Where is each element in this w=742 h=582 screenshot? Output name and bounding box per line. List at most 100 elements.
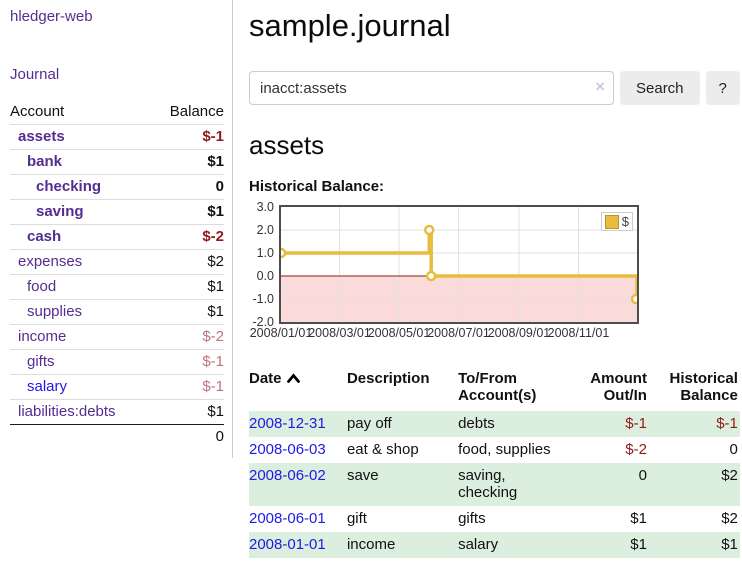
page-title: sample.journal <box>249 8 451 43</box>
search-button[interactable]: Search <box>620 71 700 105</box>
accounts-header-account: Account <box>10 103 65 120</box>
account-link[interactable]: assets <box>18 128 65 145</box>
sidebar: hledger-web Journal Account Balance asse… <box>0 0 233 458</box>
chart-plot-wrap: $ 2008/01/01 2008/03/01 2008/05/01 2008/07/… <box>250 205 639 344</box>
account-link[interactable]: income <box>18 328 67 345</box>
search-input[interactable] <box>249 71 614 105</box>
account-row: gifts $-1 <box>10 349 224 375</box>
search-bar: × Search ? <box>249 71 740 105</box>
account-balance: $-2 <box>202 328 224 345</box>
register-amount: $1 <box>563 532 649 558</box>
register-date: 2008-01-01 <box>249 532 347 558</box>
register-tofrom: gifts <box>458 510 486 527</box>
register-amount: 0 <box>563 463 649 506</box>
account-link[interactable]: cash <box>27 228 62 245</box>
account-balance: $-2 <box>202 228 224 245</box>
register-description: income <box>346 532 459 558</box>
legend-swatch-icon <box>604 214 619 229</box>
register-amount: $1 <box>630 510 647 527</box>
account-link[interactable]: gifts <box>27 353 55 370</box>
account-row: income $-2 <box>10 324 224 350</box>
register-balance: 0 <box>729 441 738 458</box>
transaction-date-link[interactable]: 2008-06-02 <box>249 467 326 484</box>
account-balance: $1 <box>207 203 224 220</box>
register-description: eat & shop <box>346 441 419 458</box>
account-link[interactable]: bank <box>27 153 63 170</box>
account-row: assets $-1 <box>10 124 224 150</box>
x-tick-label: 2008/07/01 <box>427 326 490 340</box>
account-row: saving $1 <box>10 199 224 225</box>
accounts-total-row: 0 <box>10 424 224 450</box>
account-link[interactable]: salary <box>27 378 68 395</box>
chart-x-axis: 2008/01/01 2008/03/01 2008/05/01 2008/07/01… <box>250 326 639 344</box>
account-link[interactable]: saving <box>36 203 84 220</box>
historical-balance-chart: 3.0 2.0 1.0 0.0 -1.0 -2.0 $ 2008/01/01 2008/03… <box>249 200 740 344</box>
account-balance: $1 <box>207 153 224 170</box>
chart-y-axis: 3.0 2.0 1.0 0.0 -1.0 -2.0 <box>249 200 279 344</box>
legend-label: $ <box>621 214 629 229</box>
account-balance: $2 <box>207 253 224 270</box>
register-balance: $-1 <box>648 411 740 437</box>
accounts-header-row: Account Balance <box>10 100 224 125</box>
register-header-description: Description <box>346 370 430 387</box>
register-header-tofrom: To/From Account(s) <box>458 370 537 404</box>
account-balance: $1 <box>207 303 224 320</box>
register-balance: $2 <box>648 463 740 506</box>
register-amount: $-2 <box>625 441 647 458</box>
account-row: salary $-1 <box>10 374 224 400</box>
account-row: liabilities:debts $1 <box>10 399 224 425</box>
account-row: checking 0 <box>10 174 224 200</box>
register-row: 2008-01-01 income salary $1 $1 <box>249 532 740 558</box>
register-date: 2008-12-31 <box>249 411 347 437</box>
register-tofrom: salary <box>458 532 564 558</box>
register-header-date[interactable]: Date <box>249 368 347 411</box>
transaction-date-link[interactable]: 2008-01-01 <box>249 536 326 553</box>
accounts-table: Account Balance assets $-1 bank $1 checking 0… <box>10 100 224 449</box>
clear-search-icon[interactable]: × <box>595 77 605 96</box>
account-link[interactable]: expenses <box>18 253 83 270</box>
nav-journal-link[interactable]: Journal <box>10 66 60 83</box>
register-tofrom: saving, checking <box>458 463 564 506</box>
register-row: 2008-06-02 save saving, checking 0 $2 <box>249 463 740 506</box>
register-row: 2008-06-01 gift gifts $1 $2 <box>249 506 740 532</box>
register-table: Date Description To/From Account(s) Amou… <box>249 368 740 558</box>
register-tofrom: food, supplies <box>458 441 551 458</box>
y-tick-label: 0.0 <box>256 269 274 283</box>
account-link[interactable]: food <box>27 278 57 295</box>
chart-plot-area: $ <box>279 205 639 324</box>
register-description: save <box>346 463 459 506</box>
account-balance: $-1 <box>202 353 224 370</box>
x-tick-label: 2008/11/01 <box>547 326 610 340</box>
chart-title: Historical Balance: <box>249 178 385 195</box>
register-description: pay off <box>346 411 459 437</box>
register-header-date-label: Date <box>249 370 282 387</box>
y-tick-label: -2.0 <box>252 315 274 329</box>
accounts-total-value: 0 <box>215 428 224 445</box>
account-row: bank $1 <box>10 149 224 175</box>
y-tick-label: 1.0 <box>256 246 274 260</box>
register-description: gift <box>346 510 367 527</box>
x-tick-label: 2008/05/01 <box>367 326 431 340</box>
app-brand-link[interactable]: hledger-web <box>10 8 93 25</box>
account-link[interactable]: supplies <box>27 303 83 320</box>
search-box: × <box>249 71 614 105</box>
y-tick-label: -1.0 <box>252 292 274 306</box>
account-link[interactable]: liabilities:debts <box>18 403 116 420</box>
register-amount: $-1 <box>563 411 649 437</box>
transaction-date-link[interactable]: 2008-12-31 <box>249 415 326 432</box>
x-tick-label: 2008/01/01 <box>249 326 313 340</box>
page: hledger-web Journal Account Balance asse… <box>0 0 742 558</box>
register-header-row: Date Description To/From Account(s) Amou… <box>249 368 740 411</box>
account-row: supplies $1 <box>10 299 224 325</box>
account-balance: $1 <box>207 278 224 295</box>
register-date: 2008-06-02 <box>249 463 347 506</box>
accounts-header-balance: Balance <box>169 103 224 120</box>
chart-canvas <box>281 207 637 322</box>
register-header-amount: Amount Out/In <box>590 370 647 404</box>
account-row: food $1 <box>10 274 224 300</box>
transaction-date-link[interactable]: 2008-06-01 <box>249 510 326 527</box>
main-content: sample.journal × Search ? assets Histori… <box>233 0 742 558</box>
help-button[interactable]: ? <box>705 71 740 105</box>
transaction-date-link[interactable]: 2008-06-03 <box>249 441 326 458</box>
account-link[interactable]: checking <box>36 178 102 195</box>
